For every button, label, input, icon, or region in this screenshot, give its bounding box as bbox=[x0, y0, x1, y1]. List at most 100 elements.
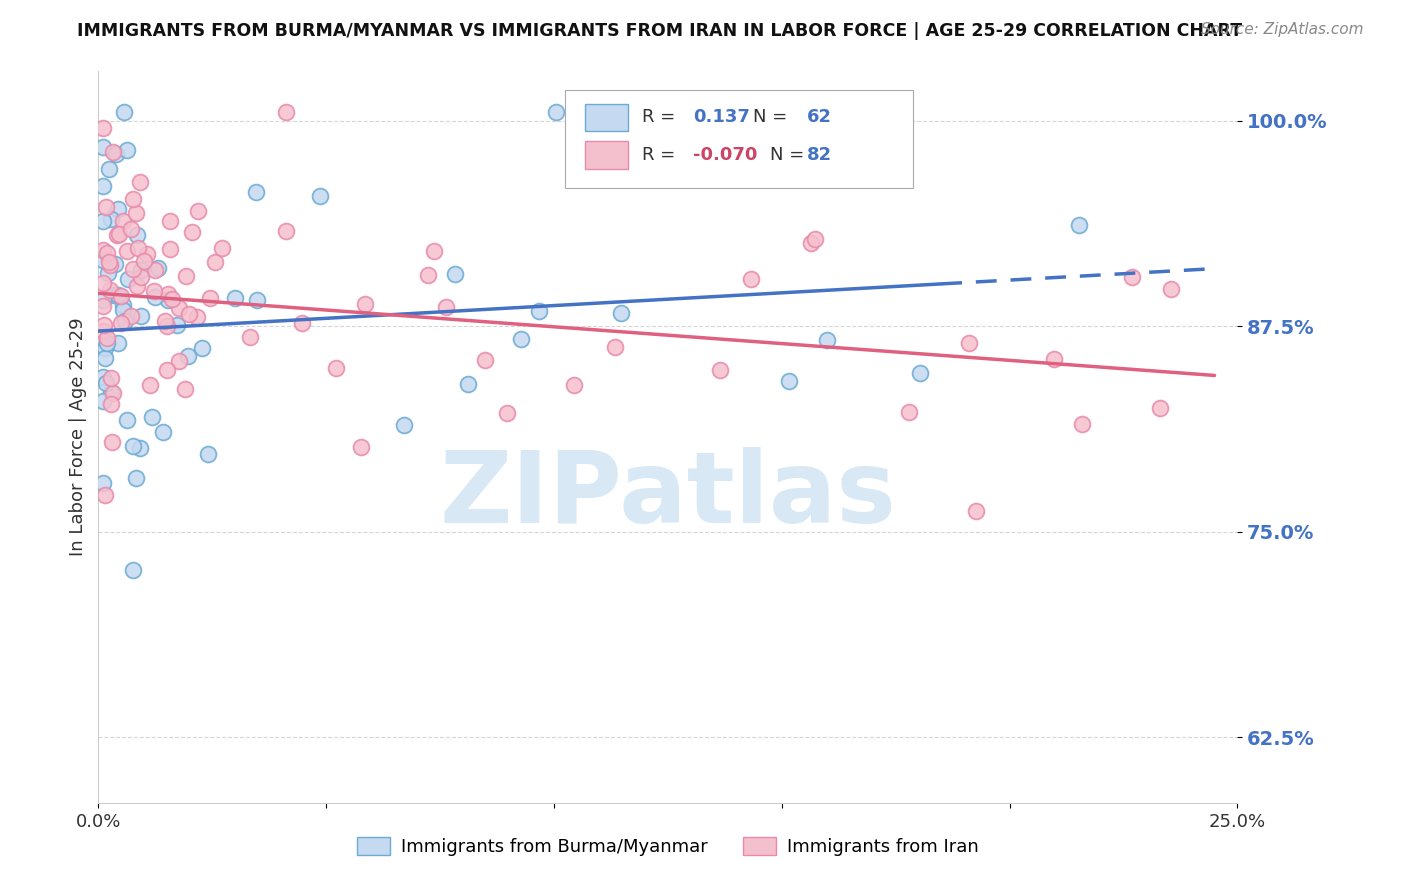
Text: IMMIGRANTS FROM BURMA/MYANMAR VS IMMIGRANTS FROM IRAN IN LABOR FORCE | AGE 25-29: IMMIGRANTS FROM BURMA/MYANMAR VS IMMIGRA… bbox=[77, 22, 1243, 40]
Point bbox=[815, 333, 838, 347]
Point bbox=[107, 335, 129, 350]
Point bbox=[394, 417, 416, 432]
Point bbox=[436, 300, 458, 314]
Point bbox=[211, 241, 233, 255]
Point bbox=[159, 242, 181, 256]
Point bbox=[101, 145, 124, 159]
Point bbox=[91, 476, 114, 491]
Point bbox=[91, 324, 114, 338]
Point bbox=[444, 267, 467, 281]
Point bbox=[1160, 282, 1182, 296]
Point bbox=[114, 313, 136, 327]
Text: Source: ZipAtlas.com: Source: ZipAtlas.com bbox=[1201, 22, 1364, 37]
Point bbox=[156, 363, 179, 377]
Point bbox=[115, 413, 138, 427]
Point bbox=[1067, 218, 1090, 232]
Point bbox=[709, 363, 731, 377]
Point bbox=[246, 293, 269, 307]
Point bbox=[98, 255, 121, 269]
Point bbox=[177, 349, 200, 363]
Point bbox=[143, 290, 166, 304]
Text: 82: 82 bbox=[807, 145, 832, 164]
Point bbox=[112, 302, 135, 317]
Point bbox=[110, 316, 132, 330]
Point bbox=[474, 352, 496, 367]
Point bbox=[200, 291, 222, 305]
Point bbox=[174, 382, 197, 396]
Point bbox=[224, 292, 246, 306]
Legend: Immigrants from Burma/Myanmar, Immigrants from Iran: Immigrants from Burma/Myanmar, Immigrant… bbox=[350, 830, 986, 863]
Point bbox=[957, 336, 980, 351]
Point bbox=[111, 214, 134, 228]
Point bbox=[91, 120, 114, 135]
Point bbox=[96, 336, 118, 351]
Point bbox=[159, 213, 181, 227]
Point bbox=[141, 410, 163, 425]
Point bbox=[91, 252, 114, 267]
Point bbox=[148, 261, 170, 276]
Point bbox=[155, 314, 177, 328]
Point bbox=[1043, 351, 1066, 366]
Point bbox=[100, 385, 122, 400]
Point bbox=[91, 393, 114, 408]
Point bbox=[125, 471, 148, 485]
Point bbox=[117, 272, 139, 286]
Point bbox=[610, 306, 633, 320]
Point bbox=[1071, 417, 1094, 431]
Point bbox=[91, 243, 114, 257]
Point bbox=[117, 244, 139, 259]
Point bbox=[110, 289, 132, 303]
Point bbox=[120, 221, 142, 235]
Point bbox=[97, 266, 120, 280]
Point bbox=[104, 257, 127, 271]
Point bbox=[98, 162, 121, 177]
Point bbox=[134, 254, 156, 268]
Point bbox=[125, 206, 148, 220]
Point bbox=[139, 377, 162, 392]
Point bbox=[103, 287, 125, 301]
Point bbox=[740, 272, 762, 286]
Point bbox=[100, 211, 122, 226]
Point bbox=[94, 351, 117, 365]
Point bbox=[91, 213, 114, 227]
Point bbox=[190, 342, 212, 356]
Point bbox=[129, 175, 152, 189]
Point bbox=[245, 185, 267, 199]
Point bbox=[91, 293, 114, 308]
Point bbox=[177, 307, 200, 321]
Text: 62: 62 bbox=[807, 109, 832, 127]
Point bbox=[136, 247, 159, 261]
Point bbox=[91, 276, 114, 290]
Point bbox=[94, 488, 117, 502]
Point bbox=[129, 263, 152, 277]
Point bbox=[127, 278, 149, 293]
Point bbox=[96, 200, 118, 214]
Point bbox=[509, 332, 531, 346]
Point bbox=[98, 283, 121, 297]
Point bbox=[174, 269, 197, 284]
Text: 0.137: 0.137 bbox=[693, 109, 749, 127]
Point bbox=[169, 354, 191, 368]
Point bbox=[108, 227, 131, 241]
Text: R =: R = bbox=[641, 109, 681, 127]
Point bbox=[204, 255, 226, 269]
Point bbox=[274, 105, 297, 120]
Text: ZIPatlas: ZIPatlas bbox=[440, 447, 896, 544]
Point bbox=[778, 375, 800, 389]
Point bbox=[354, 297, 377, 311]
Point bbox=[239, 330, 262, 344]
Point bbox=[166, 318, 188, 333]
Point bbox=[495, 406, 517, 420]
Point bbox=[120, 309, 142, 323]
Point bbox=[101, 385, 124, 400]
Point bbox=[186, 310, 208, 325]
Point bbox=[96, 246, 118, 260]
Point bbox=[121, 262, 143, 277]
Point bbox=[291, 316, 314, 330]
Point bbox=[122, 563, 145, 577]
Point bbox=[91, 179, 114, 194]
Point bbox=[603, 340, 626, 354]
Point bbox=[169, 301, 191, 315]
Point bbox=[96, 331, 118, 345]
Point bbox=[98, 258, 121, 272]
